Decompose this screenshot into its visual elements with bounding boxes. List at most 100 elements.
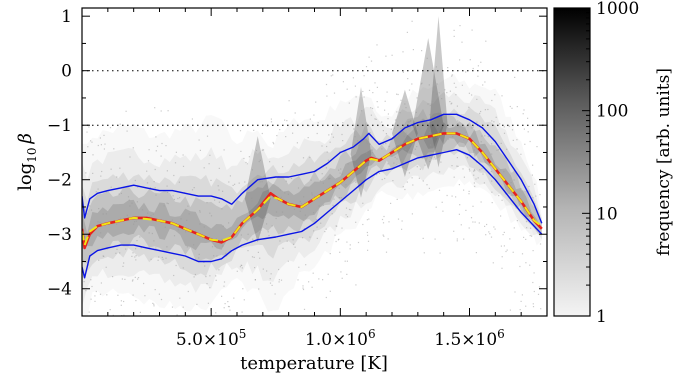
density-speck	[494, 228, 496, 230]
density-speck	[251, 169, 253, 171]
density-speck	[514, 76, 516, 78]
density-ridge-5	[429, 16, 448, 168]
density-speck	[152, 213, 154, 215]
density-speck	[199, 210, 201, 212]
density-speck	[218, 167, 220, 169]
density-speck	[341, 277, 343, 279]
density-speck	[386, 91, 388, 93]
density-speck	[385, 251, 388, 253]
density-speck	[481, 135, 483, 137]
density-speck	[327, 273, 329, 275]
density-speck	[376, 44, 378, 46]
density-speck	[362, 223, 364, 226]
density-speck	[438, 135, 440, 138]
density-speck	[322, 182, 324, 184]
density-speck	[463, 238, 465, 240]
density-speck	[90, 279, 92, 281]
density-speck	[482, 84, 484, 86]
density-speck	[156, 145, 159, 147]
density-speck	[207, 302, 209, 304]
density-speck	[148, 216, 150, 218]
density-speck	[512, 251, 514, 253]
density-speck	[381, 148, 383, 150]
density-speck	[112, 276, 114, 278]
density-speck	[150, 258, 152, 260]
density-speck	[451, 102, 453, 104]
density-speck	[346, 241, 348, 243]
density-speck	[354, 136, 356, 138]
density-speck	[357, 140, 359, 142]
density-speck	[511, 129, 514, 131]
density-speck	[97, 188, 99, 190]
density-speck	[476, 121, 478, 123]
density-speck	[315, 101, 317, 103]
density-speck	[537, 293, 540, 295]
density-speck	[199, 149, 201, 151]
density-speck	[477, 177, 479, 179]
density-speck	[158, 293, 160, 295]
density-speck	[521, 294, 523, 296]
density-speck	[255, 149, 258, 152]
density-speck	[132, 323, 133, 324]
density-speck	[528, 185, 530, 188]
density-speck	[222, 190, 224, 192]
density-speck	[405, 107, 407, 109]
density-speck	[381, 178, 383, 181]
density-speck	[127, 196, 130, 198]
density-speck	[416, 146, 418, 148]
density-speck	[113, 148, 115, 150]
density-speck	[308, 281, 310, 283]
density-speck	[351, 169, 353, 171]
density-speck	[90, 209, 93, 211]
density-speck	[276, 135, 278, 137]
density-speck	[227, 301, 229, 303]
density-speck	[317, 122, 319, 124]
density-speck	[355, 284, 357, 286]
density-speck	[465, 209, 467, 211]
density-speck	[120, 217, 122, 219]
density-speck	[350, 209, 352, 211]
density-speck	[181, 228, 183, 230]
density-speck	[148, 232, 150, 234]
density-speck	[369, 132, 371, 134]
colorbar-tick-label: 100	[596, 102, 628, 122]
density-speck	[94, 300, 96, 302]
density-speck	[482, 173, 484, 175]
density-speck	[259, 232, 261, 234]
density-speck	[206, 135, 209, 137]
density-speck	[457, 120, 459, 122]
density-speck	[346, 216, 349, 218]
density-speck	[167, 191, 169, 193]
density-speck	[406, 31, 408, 33]
density-speck	[164, 226, 166, 228]
density-speck	[471, 94, 473, 96]
density-speck	[432, 91, 434, 93]
density-speck	[131, 280, 134, 282]
density-speck	[116, 176, 118, 178]
density-speck	[185, 231, 187, 233]
density-speck	[451, 75, 453, 77]
density-speck	[312, 272, 314, 274]
density-speck	[438, 92, 440, 94]
density-speck	[516, 148, 518, 150]
density-speck	[228, 222, 230, 224]
density-speck	[154, 107, 156, 109]
density-speck	[270, 273, 272, 275]
density-speck	[160, 155, 162, 157]
density-speck	[198, 253, 200, 255]
density-speck	[439, 171, 441, 173]
density-speck	[91, 285, 93, 288]
density-speck	[299, 210, 301, 212]
density-speck	[275, 217, 277, 220]
density-speck	[366, 141, 368, 143]
density-speck	[166, 202, 168, 204]
density-speck	[328, 134, 330, 136]
density-speck	[465, 131, 467, 133]
density-speck	[340, 168, 342, 170]
density-speck	[139, 236, 141, 238]
density-speck	[274, 293, 276, 295]
density-speck	[431, 101, 434, 103]
density-speck	[322, 204, 324, 206]
density-speck	[292, 239, 294, 241]
